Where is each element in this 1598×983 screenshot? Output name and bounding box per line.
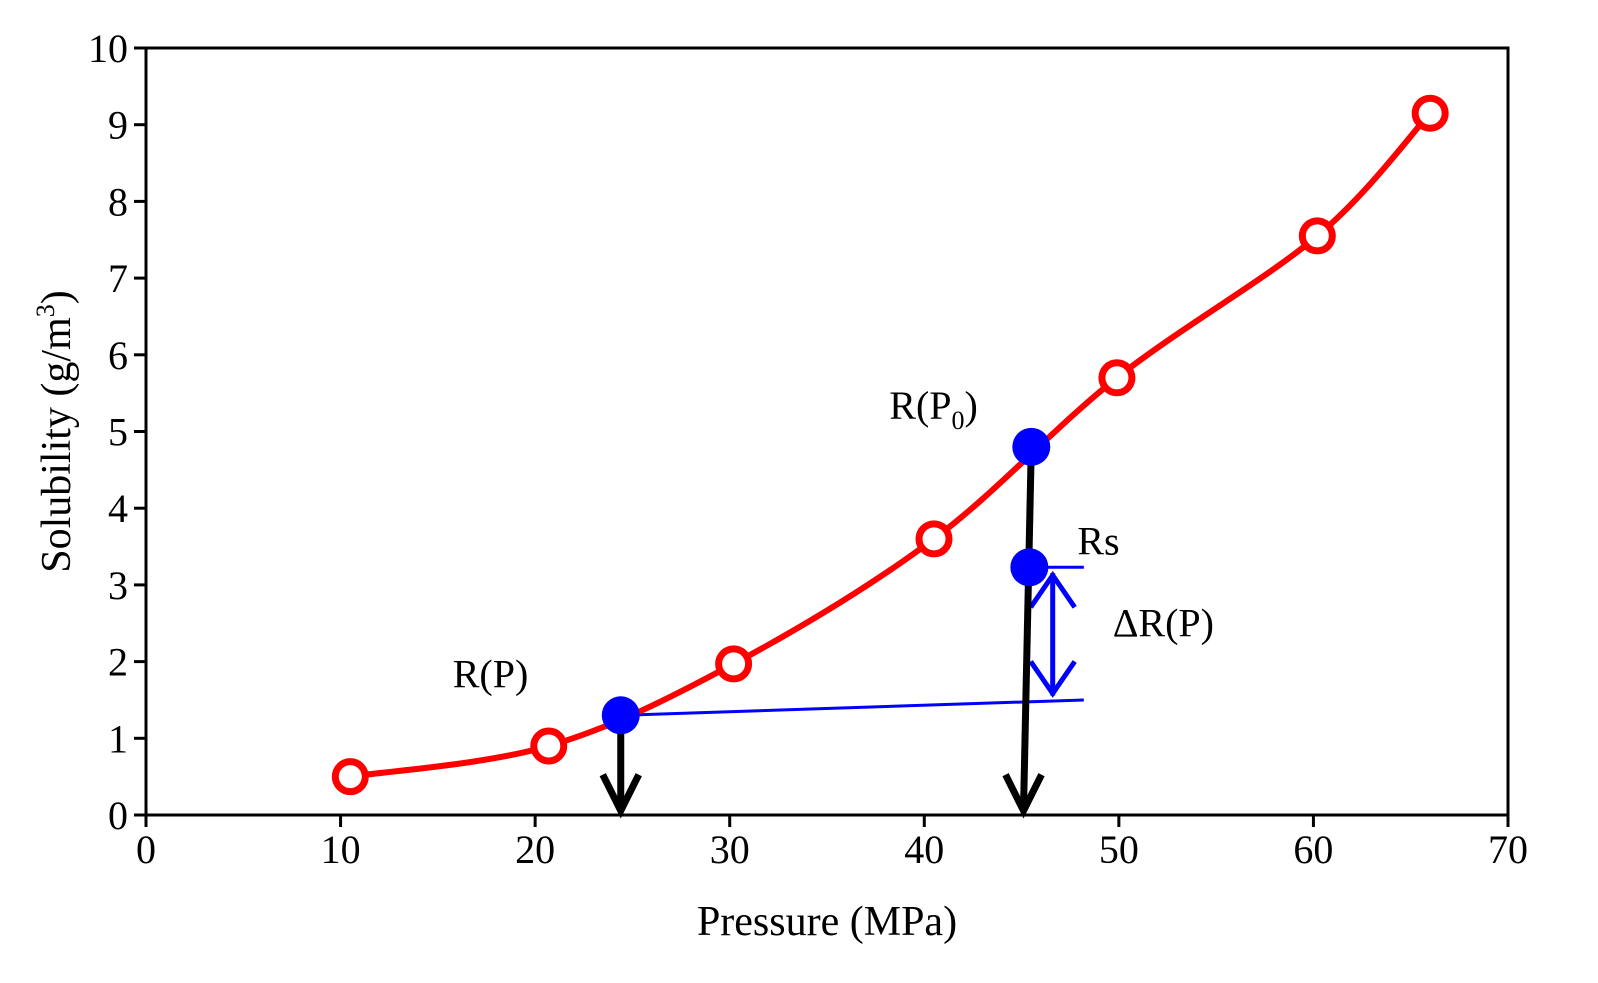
data-point-marker (1298, 217, 1336, 255)
delta-arrow-head-up (1028, 570, 1077, 609)
plot-area-frame (144, 46, 1510, 817)
down-arrow-head-1 (599, 773, 642, 819)
y-tick-label: 5 (108, 410, 128, 455)
label-r-p0-close: ) (965, 383, 978, 428)
y-tick-label: 9 (108, 103, 128, 148)
x-tick-label: 10 (321, 827, 361, 872)
highlight-point (1010, 548, 1049, 587)
y-tick-label: 1 (108, 716, 128, 761)
y-tick-label: 0 (108, 793, 128, 838)
label-r-p0-subscript: 0 (952, 406, 965, 435)
label-delta-r-p: ΔR(P) (1113, 600, 1214, 645)
label-r-p0-main: R(P (889, 383, 951, 428)
x-tick-label: 30 (710, 827, 750, 872)
highlight-point (1012, 427, 1051, 466)
x-tick-label: 40 (904, 827, 944, 872)
data-point-marker (915, 520, 953, 558)
label-r-p0: R(P0) (889, 383, 978, 435)
label-rs: Rs (1077, 518, 1119, 563)
y-tick-label: 7 (108, 256, 128, 301)
y-tick-label: 3 (108, 563, 128, 608)
y-axis-title-main: Solubility (g/m (34, 317, 80, 573)
data-point-marker (530, 727, 568, 765)
x-tick-label: 50 (1099, 827, 1139, 872)
annotation-layer (599, 446, 1084, 819)
data-point-marker (715, 645, 753, 683)
y-tick-label: 6 (108, 333, 128, 378)
y-axis-title-superscript: 3 (31, 304, 60, 317)
highlight-layer (601, 427, 1051, 735)
axis-ticks: 0 10 20 30 40 50 60 70 0 1 2 3 4 5 6 7 8 9 10 (88, 26, 1528, 872)
down-arrow-head-2 (1002, 773, 1045, 819)
data-point-marker (1098, 359, 1136, 397)
y-tick-label: 8 (108, 179, 128, 224)
y-tick-label: 10 (88, 26, 128, 71)
x-tick-label: 70 (1488, 827, 1528, 872)
x-tick-label: 60 (1293, 827, 1333, 872)
data-point-marker (331, 758, 369, 796)
x-tick-label: 20 (515, 827, 555, 872)
baseline-line (620, 698, 1084, 717)
y-tick-label: 2 (108, 640, 128, 685)
down-arrow-shaft-2 (1020, 446, 1035, 809)
y-axis-title-close: ) (34, 290, 80, 304)
label-r-p: R(P) (453, 651, 529, 696)
series-layer (331, 94, 1449, 796)
delta-arrow-head-down (1028, 660, 1077, 698)
y-tick-label: 4 (108, 486, 128, 531)
data-point-marker (1411, 94, 1449, 132)
y-axis-title: Solubility (g/m3) (31, 290, 80, 573)
x-axis-title: Pressure (MPa) (697, 899, 957, 945)
x-tick-label: 0 (136, 827, 156, 872)
highlight-point (601, 696, 640, 735)
